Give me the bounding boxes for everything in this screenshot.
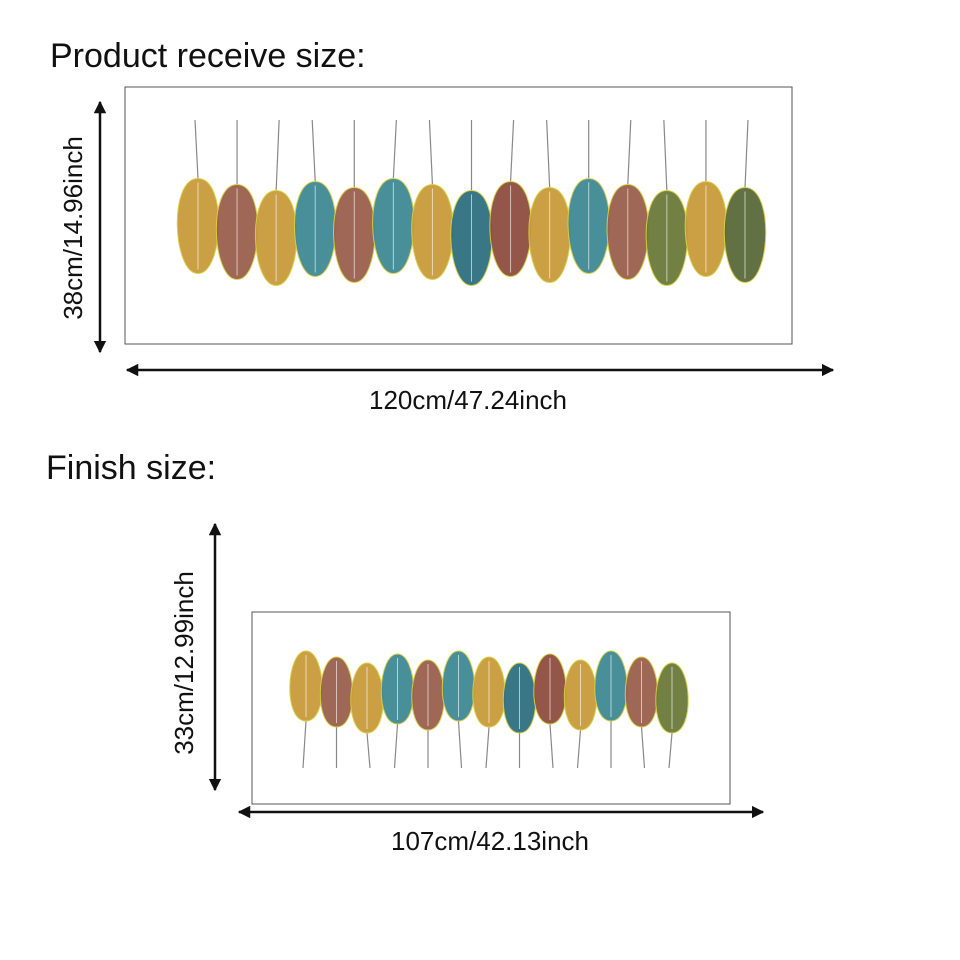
leaf-stem [663, 119, 668, 191]
leaf-stem [311, 119, 316, 182]
leaf-stem [302, 720, 307, 769]
leaf-stem [546, 119, 551, 188]
leaf-stem [485, 726, 490, 769]
leaf-stem [392, 119, 397, 179]
leaf-stem [509, 119, 515, 182]
leaf-strip [289, 650, 689, 769]
leaf-stem [366, 732, 371, 769]
leaf-stem [627, 119, 632, 185]
section-title: Finish size: [46, 449, 216, 487]
leaf-stem [194, 119, 199, 179]
leaf-stem [428, 119, 434, 185]
leaf-stem [744, 119, 749, 188]
leaf-stem [275, 119, 280, 191]
leaf-strip [176, 119, 767, 287]
leaf-stem [668, 732, 673, 769]
height-label: 33cm/12.99inch [169, 571, 199, 755]
leaf-stem [549, 723, 554, 769]
leaf-stem [576, 729, 582, 769]
section-title: Product receive size: [50, 37, 366, 75]
leaf-stem [457, 720, 463, 769]
leaf-stem [640, 726, 646, 769]
width-label: 107cm/42.13inch [391, 826, 589, 856]
height-label: 38cm/14.96inch [58, 136, 88, 320]
width-label: 120cm/47.24inch [369, 385, 567, 415]
leaf-stem [393, 723, 399, 769]
